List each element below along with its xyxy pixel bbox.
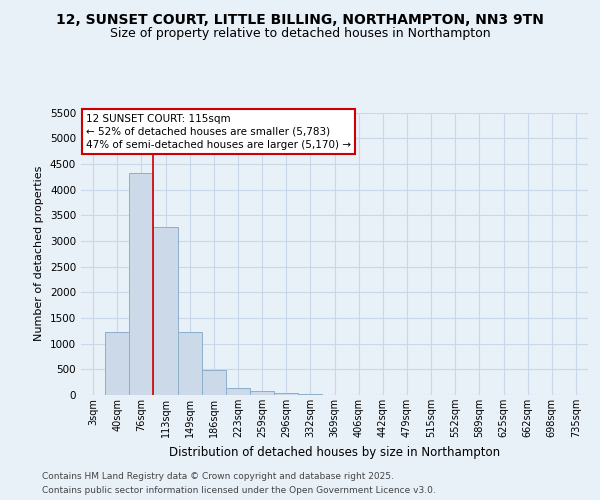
Bar <box>274 394 298 395</box>
Bar <box>154 226 178 395</box>
Text: Contains public sector information licensed under the Open Government Licence v3: Contains public sector information licen… <box>42 486 436 495</box>
Text: Contains HM Land Registry data © Crown copyright and database right 2025.: Contains HM Land Registry data © Crown c… <box>42 472 394 481</box>
Text: Size of property relative to detached houses in Northampton: Size of property relative to detached ho… <box>110 28 490 40</box>
Bar <box>298 394 322 395</box>
Bar <box>105 332 129 395</box>
Bar <box>129 173 154 395</box>
Text: 12, SUNSET COURT, LITTLE BILLING, NORTHAMPTON, NN3 9TN: 12, SUNSET COURT, LITTLE BILLING, NORTHA… <box>56 12 544 26</box>
Bar <box>202 370 226 395</box>
Bar <box>226 388 250 395</box>
X-axis label: Distribution of detached houses by size in Northampton: Distribution of detached houses by size … <box>169 446 500 458</box>
Y-axis label: Number of detached properties: Number of detached properties <box>34 166 44 342</box>
Bar <box>250 392 274 395</box>
Text: 12 SUNSET COURT: 115sqm
← 52% of detached houses are smaller (5,783)
47% of semi: 12 SUNSET COURT: 115sqm ← 52% of detache… <box>86 114 351 150</box>
Bar <box>178 332 202 395</box>
